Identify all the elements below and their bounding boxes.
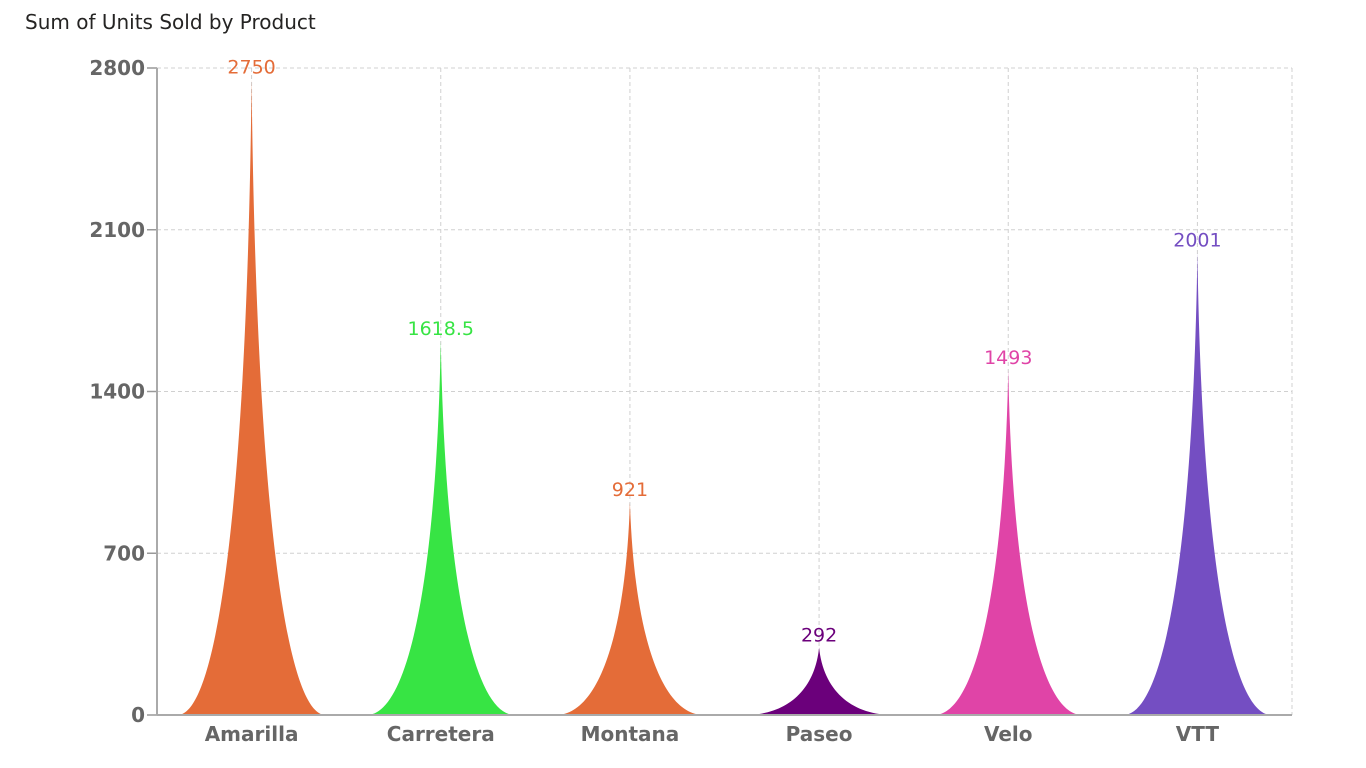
data-label: 2001	[1173, 230, 1221, 252]
spike-bar-vtt[interactable]	[1123, 252, 1272, 715]
data-label: 292	[801, 625, 837, 647]
y-tick-label: 0	[131, 703, 145, 727]
spike-bar-montana[interactable]	[555, 502, 704, 715]
spike-bar-paseo[interactable]	[745, 647, 894, 715]
gridlines	[157, 67, 1293, 715]
x-category-label: Carretera	[387, 722, 495, 746]
y-axis: 0 700 1400 2100 2800	[89, 56, 158, 727]
chart-marks: 2750 1618.5 921 292 1493 2001	[177, 57, 1272, 715]
x-category-label: Velo	[984, 722, 1033, 746]
x-category-label: Montana	[581, 722, 680, 746]
data-label: 921	[612, 479, 648, 501]
spike-bar-velo[interactable]	[934, 370, 1083, 715]
x-category-label: Paseo	[786, 722, 853, 746]
chart-title: Sum of Units Sold by Product	[25, 10, 316, 34]
x-category-label: VTT	[1176, 722, 1220, 746]
y-tick-label: 700	[103, 541, 145, 565]
spike-bar-carretera[interactable]	[366, 341, 515, 715]
y-tick-label: 2100	[89, 218, 145, 242]
data-label: 1493	[984, 347, 1032, 369]
spike-bar-amarilla[interactable]	[177, 79, 326, 715]
x-category-label: Amarilla	[205, 722, 299, 746]
x-axis: Amarilla Carretera Montana Paseo Velo VTT	[157, 714, 1292, 746]
y-tick-label: 2800	[89, 56, 145, 80]
data-label: 2750	[227, 57, 275, 79]
data-label: 1618.5	[408, 318, 474, 340]
y-tick-label: 1400	[89, 380, 145, 404]
